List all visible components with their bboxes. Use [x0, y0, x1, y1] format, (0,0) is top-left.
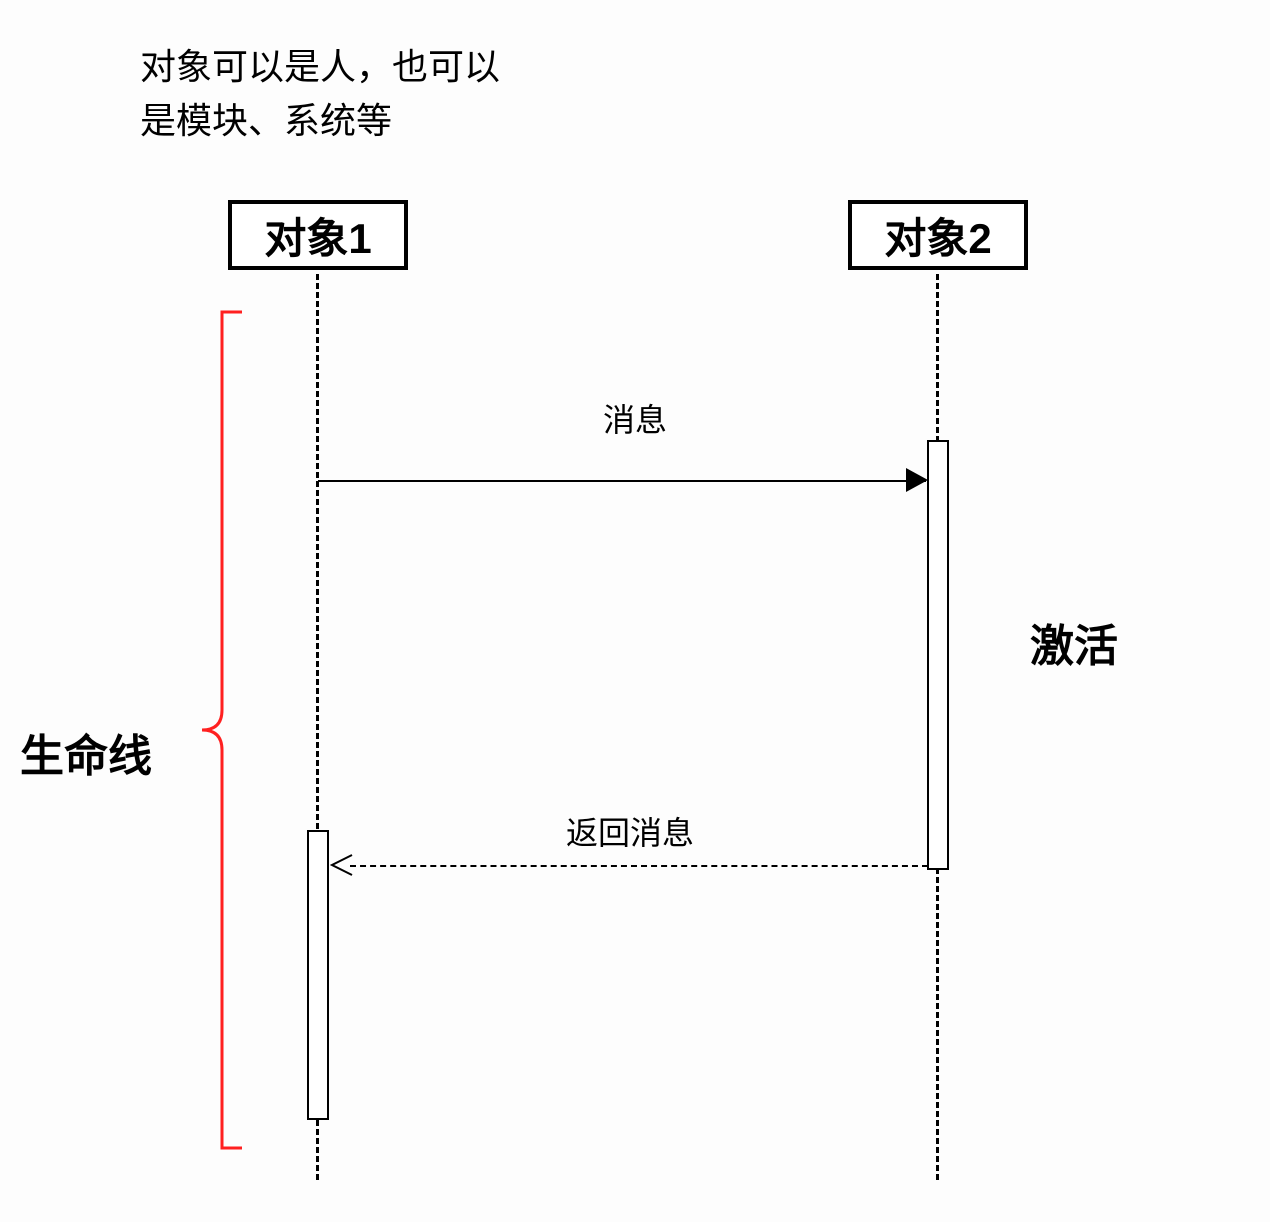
object-box-2: 对象2 — [848, 200, 1028, 270]
caption-line1: 对象可以是人，也可以 — [140, 40, 500, 94]
message-1-line — [318, 480, 926, 482]
sequence-diagram: 对象可以是人，也可以 是模块、系统等 对象1 对象2 消息 返回消息 生命线 激… — [0, 0, 1270, 1222]
caption-line2: 是模块、系统等 — [140, 94, 500, 148]
message-2-arrowhead-icon — [330, 853, 354, 877]
activation-obj1 — [307, 830, 329, 1120]
message-1-arrowhead-icon — [906, 468, 930, 492]
lifeline-annotation: 生命线 — [20, 720, 152, 784]
lifeline-bracket-icon — [192, 310, 252, 1150]
message-2-line — [350, 865, 928, 867]
object-box-1: 对象1 — [228, 200, 408, 270]
activation-annotation: 激活 — [1030, 610, 1118, 674]
diagram-caption: 对象可以是人，也可以 是模块、系统等 — [140, 40, 500, 148]
message-2-label: 返回消息 — [530, 808, 730, 854]
object-1-label: 对象1 — [264, 205, 371, 266]
activation-obj2 — [927, 440, 949, 870]
message-1-label: 消息 — [560, 395, 710, 441]
object-2-label: 对象2 — [884, 205, 991, 266]
